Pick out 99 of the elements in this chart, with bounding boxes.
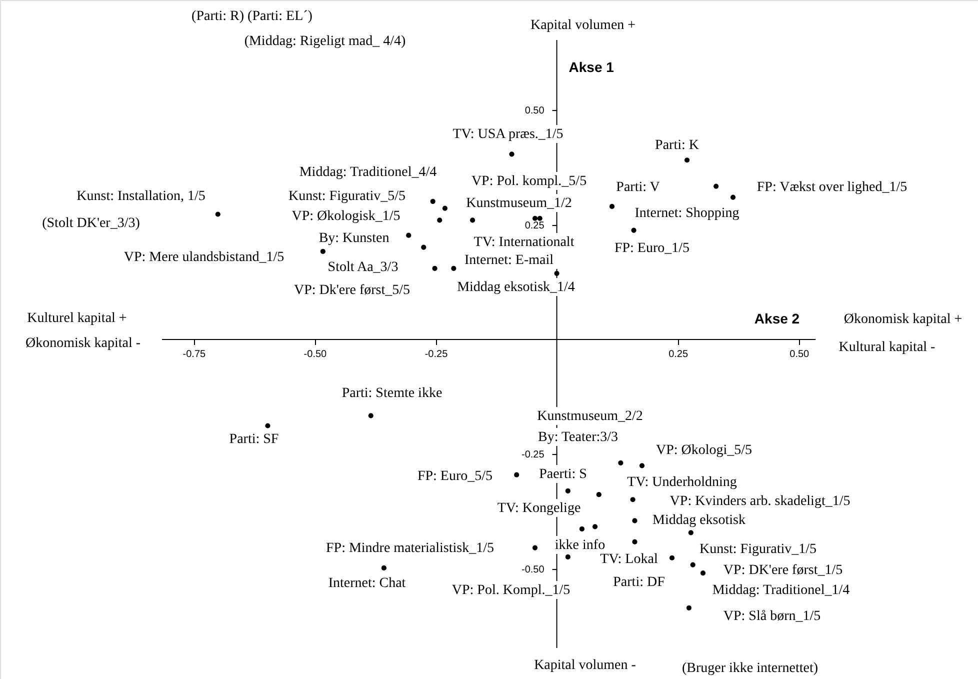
- point: [618, 460, 624, 466]
- point: [631, 228, 636, 233]
- annotation: TV: USA præs._1/5: [452, 127, 564, 142]
- annotation: (Middag: Rigeligt mad_ 4/4): [244, 34, 406, 49]
- annotation: TV: Underholdning: [627, 475, 737, 490]
- annotation: VP: Kvinders arb. skadeligt_1/5: [670, 494, 850, 509]
- annotation: Parti: V: [616, 180, 660, 195]
- annotation: By: Kunsten: [318, 231, 390, 246]
- annotation: Kunstmuseum_2/2: [537, 409, 643, 424]
- annotation: Middag: Traditionel_1/4: [712, 583, 850, 598]
- annotation: Økonomisk kapital -: [25, 336, 141, 351]
- annotation: TV: Kongelige: [497, 501, 581, 516]
- annotation: Kunst: Installation, 1/5: [76, 189, 206, 204]
- annotation: Kunstmuseum_1/2: [466, 196, 572, 211]
- point: [537, 216, 542, 221]
- y-tick-label: -0.25: [521, 450, 545, 461]
- annotation: VP: Pol. kompl._5/5: [471, 174, 587, 189]
- annotation: FP: Mindre materialistisk_1/5: [326, 541, 494, 556]
- point: [432, 266, 438, 271]
- point: [451, 266, 456, 271]
- point: [368, 413, 374, 418]
- annotation: ikke info: [554, 538, 606, 553]
- annotation: VP: Pol. Kompl._1/5: [452, 583, 570, 598]
- annotation: Internet: Shopping: [634, 206, 740, 221]
- annotation: FP: Euro_1/5: [614, 241, 690, 256]
- point: [700, 570, 706, 576]
- point: [470, 218, 476, 223]
- point: [381, 565, 386, 571]
- y-tick-label: 0.50: [524, 106, 545, 117]
- annotation: VP: Dk'ere først_5/5: [294, 283, 410, 298]
- annotation: (Stolt DK'er_3/3): [42, 216, 140, 231]
- annotation: Parti: Stemte ikke: [342, 386, 442, 401]
- annotation: (Parti: R) (Parti: EL´): [192, 9, 313, 24]
- point: [579, 526, 585, 532]
- x-axis-title: Akse 2: [754, 310, 800, 326]
- annotation: Kulturel kapital +: [27, 311, 127, 326]
- point: [686, 605, 692, 610]
- point: [596, 492, 602, 498]
- point: [406, 232, 412, 238]
- annotation: Kapital volumen -: [534, 658, 636, 673]
- point: [639, 463, 645, 468]
- x-tick-label: -0.50: [304, 349, 328, 360]
- annotation: Økonomisk kapital +: [844, 312, 962, 327]
- point: [265, 423, 270, 428]
- annotation: Middag eksotisk_1/4: [457, 280, 575, 295]
- annotation: Kunst: Figurativ_5/5: [288, 189, 406, 204]
- point: [320, 248, 326, 254]
- annotation: TV: Internationalt: [474, 235, 574, 250]
- point: [565, 554, 570, 560]
- point: [669, 555, 675, 560]
- point: [632, 518, 638, 524]
- point: [592, 524, 598, 530]
- annotation: Parti: DF: [613, 575, 666, 590]
- point: [714, 184, 719, 189]
- annotation: By: Teater:3/3: [538, 430, 618, 445]
- annotation: TV: Lokal: [600, 552, 658, 567]
- x-tick-label: -0.75: [182, 349, 206, 360]
- annotation: VP: DK'ere først_1/5: [723, 563, 843, 578]
- annotation: (Bruger ikke internettet): [682, 661, 818, 676]
- point: [437, 218, 442, 223]
- annotation: VP: Økologi_5/5: [656, 443, 752, 458]
- point: [514, 472, 520, 478]
- annotation: Internet: E-mail: [464, 253, 554, 268]
- annotation: VP: Økologisk_1/5: [292, 209, 400, 224]
- annotation: Kunst: Figurativ_1/5: [699, 542, 817, 557]
- point: [630, 497, 636, 502]
- point: [532, 216, 538, 221]
- y-axis-title: Akse 1: [568, 59, 614, 75]
- annotation: Kultural kapital -: [838, 340, 936, 355]
- point: [730, 194, 736, 200]
- annotation: Parti: K: [655, 138, 699, 153]
- annotation: Stolt Aa_3/3: [328, 260, 398, 275]
- point: [690, 562, 696, 568]
- point: [565, 488, 570, 494]
- y-tick-label: -0.50: [521, 564, 545, 576]
- point: [632, 539, 638, 544]
- x-tick-label: 0.50: [790, 349, 810, 360]
- point: [609, 204, 615, 209]
- annotation: VP: Mere ulandsbistand_1/5: [124, 250, 284, 265]
- point: [421, 244, 426, 250]
- annotation: Internet: Chat: [328, 576, 406, 591]
- x-tick-label: -0.25: [424, 349, 448, 360]
- annotation: Middag: Traditionel_4/4: [299, 165, 437, 180]
- point: [509, 152, 514, 157]
- annotation: FP: Vækst over lighed_1/5: [756, 180, 908, 195]
- annotation: FP: Euro_5/5: [417, 469, 493, 484]
- point: [684, 158, 690, 163]
- point: [215, 212, 220, 217]
- y-tick-label: 0.25: [524, 220, 545, 232]
- point: [442, 206, 448, 211]
- annotation: Kapital volumen +: [530, 18, 636, 33]
- annotation: VP: Slå børn_1/5: [723, 609, 821, 624]
- annotation: Middag eksotisk: [652, 513, 746, 528]
- point: [532, 545, 538, 550]
- point: [688, 530, 694, 536]
- x-tick-label: 0.25: [668, 349, 688, 360]
- point: [430, 198, 436, 204]
- annotation: Paerti: S: [539, 467, 587, 482]
- annotation: Parti: SF: [229, 432, 279, 447]
